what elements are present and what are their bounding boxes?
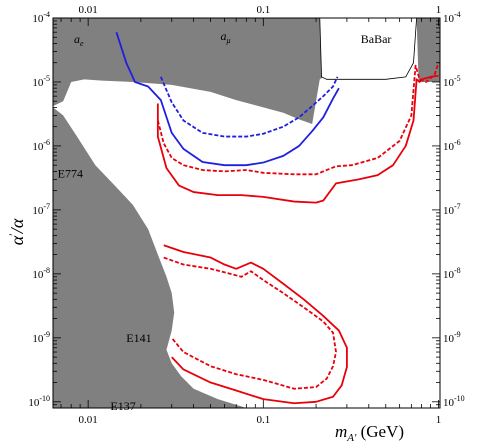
y-right-tick-label: 10-5: [443, 74, 461, 89]
region-label: E141: [126, 331, 151, 345]
x-axis-label: mA' (GeV): [335, 422, 404, 444]
x-top-tick-label: 0.1: [256, 4, 270, 16]
x-tick-label: 1: [436, 414, 442, 426]
x-top-tick-label: 1: [436, 4, 442, 16]
y-right-tick-label: 10-10: [443, 394, 465, 409]
y-right-tick-label: 10-7: [443, 202, 461, 217]
y-right-tick-label: 10-9: [443, 330, 461, 345]
series-line-4: [156, 74, 439, 204]
series-line-1: [115, 31, 340, 167]
x-tick-label: 0.1: [256, 414, 270, 426]
babar-boundary: [319, 18, 418, 80]
y-tick-label: 10-9: [32, 330, 50, 345]
excluded-regions: [53, 18, 440, 408]
y-right-tick-label: 10-6: [443, 138, 461, 153]
region-label: aμ: [221, 29, 231, 45]
series-line-6: [163, 244, 348, 405]
region-upper-right: [418, 18, 440, 80]
y-right-tick-label: 10-4: [443, 10, 461, 25]
region-label: BaBar: [361, 32, 392, 46]
projection-curves: [115, 31, 440, 405]
region-label: E137: [110, 399, 135, 413]
region-labels: ae aμ BaBar E774 E141 E137: [58, 29, 392, 413]
region-beam-dump-excluded: [53, 107, 247, 408]
y-right-tick-label: 10-8: [443, 266, 461, 281]
y-tick-label: 10-5: [32, 74, 50, 89]
region-babar-notch: [319, 18, 417, 80]
x-top-tick-label: 0.01: [79, 4, 98, 16]
y-tick-label: 10-6: [32, 138, 50, 153]
y-tick-label: 10-8: [32, 266, 50, 281]
x-tick-label: 0.01: [79, 414, 98, 426]
region-label: ae: [74, 32, 84, 48]
series-line-3: [156, 62, 440, 176]
y-tick-label: 10-7: [32, 202, 50, 217]
y-tick-label: 10-10: [28, 394, 50, 409]
y-axis-label: α′/α: [6, 218, 27, 245]
region-label: E774: [58, 167, 83, 181]
series-line-5: [163, 256, 337, 390]
y-tick-label: 10-4: [32, 10, 50, 25]
series-line-2: [160, 76, 339, 138]
